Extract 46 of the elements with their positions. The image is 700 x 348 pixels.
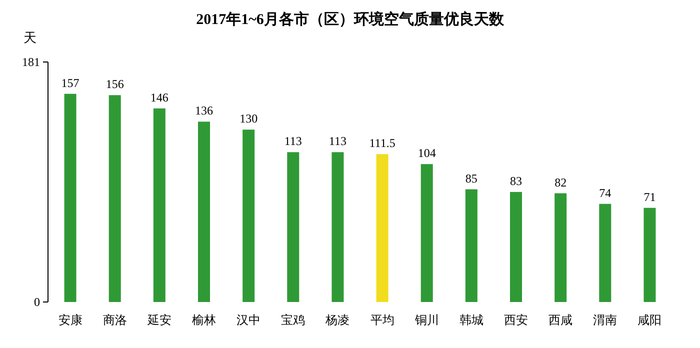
data-label: 157 (61, 76, 80, 90)
x-tick-label: 安康 (58, 313, 82, 327)
y-tick-label: 0 (34, 295, 40, 309)
x-tick-label: 咸阳 (638, 313, 662, 327)
data-label: 136 (195, 104, 213, 118)
x-tick-label: 商洛 (102, 313, 127, 327)
data-label: 85 (465, 171, 478, 186)
bar (376, 154, 388, 302)
data-label: 74 (599, 186, 612, 200)
y-tick-label: 181 (22, 55, 40, 69)
data-label: 113 (284, 134, 302, 148)
bar (644, 208, 656, 302)
x-tick-label: 西咸 (548, 313, 573, 327)
data-label: 111.5 (369, 136, 396, 150)
chart-title: 2017年1~6月各市（区）环境空气质量优良天数 (196, 10, 505, 28)
bar (332, 152, 344, 302)
x-tick-label: 渭南 (593, 313, 618, 327)
bar (153, 108, 166, 302)
data-label: 82 (554, 175, 567, 190)
y-axis-title: 天 (24, 30, 36, 45)
x-tick-label: 延安 (146, 313, 172, 327)
x-tick-label: 宝鸡 (281, 313, 306, 327)
data-label: 113 (328, 134, 346, 148)
x-tick-label: 西安 (504, 313, 528, 327)
bar (465, 189, 478, 302)
x-tick-label: 榆林 (192, 313, 216, 327)
data-label: 156 (106, 77, 124, 92)
bar (599, 204, 612, 302)
x-tick-label: 铜川 (414, 313, 439, 327)
data-label: 83 (510, 174, 522, 188)
bar (554, 193, 567, 302)
bar (287, 152, 300, 302)
bar (198, 122, 210, 302)
data-label: 104 (418, 146, 436, 160)
x-tick-label: 汉中 (236, 313, 261, 327)
x-tick-label: 平均 (370, 313, 394, 327)
bar (108, 95, 121, 302)
x-tick-label: 韩城 (459, 313, 484, 327)
bar (242, 130, 255, 302)
data-label: 130 (240, 112, 258, 126)
data-label: 146 (150, 90, 168, 104)
x-tick-label: 杨凌 (324, 313, 350, 327)
bar (510, 192, 522, 302)
bar (420, 164, 433, 302)
bar (64, 94, 76, 302)
data-label: 71 (644, 190, 656, 204)
